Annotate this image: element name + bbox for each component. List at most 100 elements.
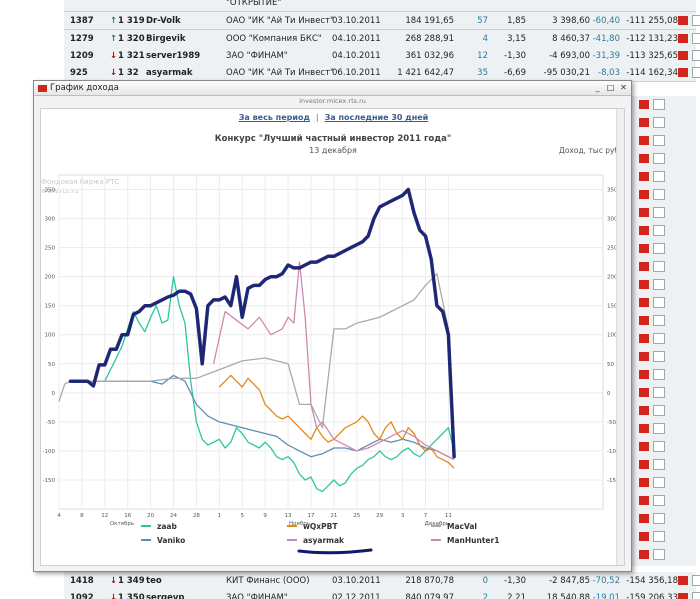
cell-pct: -1,30 xyxy=(504,51,526,61)
chart-icon[interactable] xyxy=(653,261,665,272)
flag-icon[interactable] xyxy=(639,352,649,361)
window-titlebar[interactable]: График дохода _ □ ✕ xyxy=(34,81,631,96)
table-row[interactable]: 1092 ↓ 1 350 sergevp ЗАО "ФИНАМ" 02.12.2011 84… xyxy=(64,589,700,599)
chart-icon[interactable] xyxy=(653,189,665,200)
chart-icon[interactable] xyxy=(692,50,700,61)
flag-icon[interactable] xyxy=(639,316,649,325)
x-tick-label: 8 xyxy=(80,513,84,519)
cell-total: -159 206,33 xyxy=(626,593,678,599)
flag-icon[interactable] xyxy=(678,16,688,25)
flag-icon[interactable] xyxy=(639,424,649,433)
flag-icon[interactable] xyxy=(678,68,688,77)
flag-icon[interactable] xyxy=(639,226,649,235)
cell-arrow: ↓ xyxy=(110,576,118,586)
chart-icon[interactable] xyxy=(692,592,700,599)
highlight-stroke xyxy=(68,187,456,459)
table-row[interactable]: 1418 ↓ 1 349 teo КИТ Финанс (ООО) 03.10.2011 2… xyxy=(64,572,700,590)
chart-icon[interactable] xyxy=(653,243,665,254)
scrollbar[interactable] xyxy=(616,109,624,565)
flag-icon[interactable] xyxy=(639,118,649,127)
flag-icon[interactable] xyxy=(639,334,649,343)
chart-icon[interactable] xyxy=(653,297,665,308)
flag-icon[interactable] xyxy=(678,51,688,60)
link-last-30-days[interactable]: За последние 30 дней xyxy=(324,113,429,122)
flag-icon[interactable] xyxy=(639,496,649,505)
flag-icon[interactable] xyxy=(639,406,649,415)
chart-icon[interactable] xyxy=(653,387,665,398)
chart-icon[interactable] xyxy=(653,405,665,416)
flag-icon[interactable] xyxy=(678,593,688,599)
x-tick-label: 16 xyxy=(124,513,131,519)
chart-icon[interactable] xyxy=(653,135,665,146)
legend-label-vaniko: Vaniko xyxy=(157,536,185,545)
flag-icon[interactable] xyxy=(639,460,649,469)
cell-name[interactable]: teo xyxy=(146,576,162,586)
chart-icon[interactable] xyxy=(692,575,700,586)
y-tick-right: -100 xyxy=(607,449,620,455)
chart-icon[interactable] xyxy=(653,369,665,380)
flag-icon[interactable] xyxy=(639,298,649,307)
chart-icon[interactable] xyxy=(653,495,665,506)
chart-icon[interactable] xyxy=(653,351,665,362)
flag-icon[interactable] xyxy=(639,154,649,163)
cell-name[interactable]: server1989 xyxy=(146,51,201,61)
flag-icon[interactable] xyxy=(639,244,649,253)
cell-rel: -31,39 xyxy=(592,51,620,61)
minimize-button[interactable]: _ xyxy=(595,83,600,92)
cell-firm: ЗАО "ФИНАМ" xyxy=(226,51,288,61)
chart-icon[interactable] xyxy=(692,67,700,78)
flag-icon[interactable] xyxy=(639,514,649,523)
flag-icon[interactable] xyxy=(639,208,649,217)
chart-icon[interactable] xyxy=(692,33,700,44)
flag-icon[interactable] xyxy=(639,136,649,145)
flag-icon[interactable] xyxy=(639,100,649,109)
cell-name[interactable]: sergevp xyxy=(146,593,185,599)
flag-icon[interactable] xyxy=(639,388,649,397)
flag-icon[interactable] xyxy=(639,190,649,199)
flag-icon[interactable] xyxy=(639,280,649,289)
chart-icon[interactable] xyxy=(653,207,665,218)
maximize-button[interactable]: □ xyxy=(606,83,615,92)
cell-name[interactable]: asyarmak xyxy=(146,68,193,78)
flag-icon[interactable] xyxy=(639,262,649,271)
chart-icon[interactable] xyxy=(653,513,665,524)
chart-icon[interactable] xyxy=(653,441,665,452)
chart-icon[interactable] xyxy=(653,279,665,290)
table-row[interactable]: 925 ↓ 1 32 asyarmak ОАО "ИК "Ай Ти Инвест" 06… xyxy=(64,64,700,82)
chart-icon[interactable] xyxy=(653,99,665,110)
cell-name[interactable]: Birgevik xyxy=(146,34,186,44)
chart-icon[interactable] xyxy=(653,171,665,182)
cell-prev: 1 320 xyxy=(118,34,145,44)
chart-icon[interactable] xyxy=(653,153,665,164)
x-tick-label: 20 xyxy=(147,513,154,519)
chart-icon[interactable] xyxy=(692,15,700,26)
flag-icon[interactable] xyxy=(639,370,649,379)
chart-icon[interactable] xyxy=(653,477,665,488)
cell-arrow: ↓ xyxy=(110,593,118,599)
flag-icon[interactable] xyxy=(639,172,649,181)
table-row[interactable]: 1387 ↑ 1 319 Dr-Volk ОАО "ИК "Ай Ти Инвест" 0… xyxy=(64,12,700,30)
chart-icon[interactable] xyxy=(653,423,665,434)
cell-name[interactable]: Dr-Volk xyxy=(146,16,181,26)
flag-icon[interactable] xyxy=(639,550,649,559)
y-tick-right: -50 xyxy=(607,420,616,426)
flag-icon[interactable] xyxy=(639,442,649,451)
chart-icon[interactable] xyxy=(653,459,665,470)
flag-icon[interactable] xyxy=(639,532,649,541)
chart-icon[interactable] xyxy=(653,333,665,344)
flag-icon[interactable] xyxy=(678,34,688,43)
chart-icon[interactable] xyxy=(653,315,665,326)
chart-icon[interactable] xyxy=(653,531,665,542)
close-button[interactable]: ✕ xyxy=(620,83,627,92)
table-row[interactable]: 1279 ↑ 1 320 Birgevik ООО "Компания БКС" 04.1… xyxy=(64,30,700,48)
chart-icon[interactable] xyxy=(653,117,665,128)
flag-icon[interactable] xyxy=(678,576,688,585)
cell-amount: 218 870,78 xyxy=(405,576,454,586)
chart-icon[interactable] xyxy=(653,549,665,560)
table-row[interactable]: "ОТКРЫТИЕ" xyxy=(64,0,696,12)
table-row[interactable]: 1209 ↓ 1 321 server1989 ЗАО "ФИНАМ" 04.10.201… xyxy=(64,47,700,65)
cell-rel: -60,40 xyxy=(592,16,620,26)
chart-icon[interactable] xyxy=(653,225,665,236)
flag-icon[interactable] xyxy=(639,478,649,487)
link-all-period[interactable]: За весь период xyxy=(238,113,310,122)
